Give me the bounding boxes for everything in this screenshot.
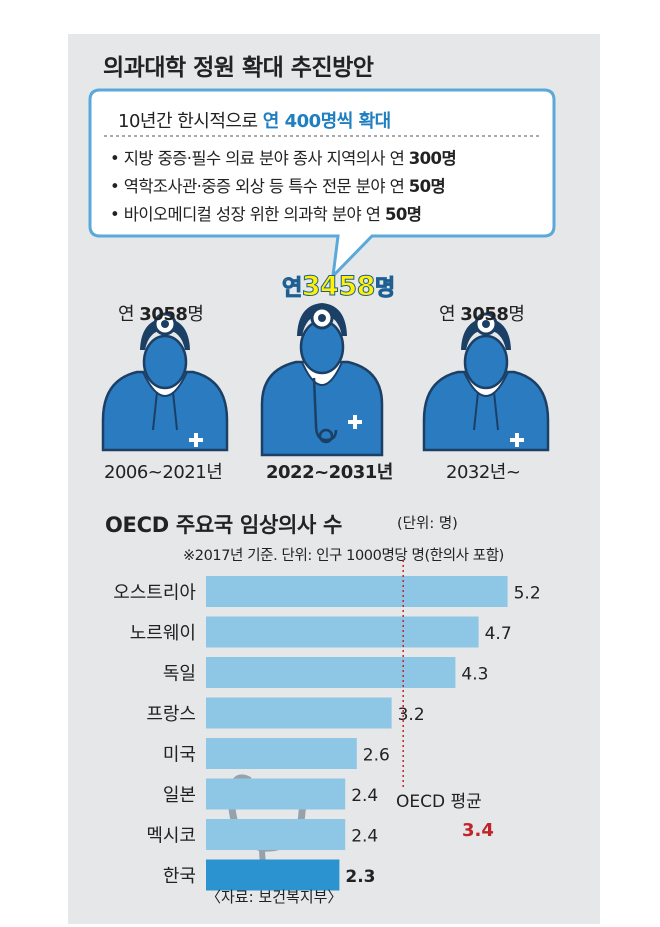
source-note: 〈자료: 보건복지부〉 — [206, 888, 343, 906]
doctor-icon — [260, 303, 384, 457]
chart-unit: (단위: 명) — [397, 516, 458, 532]
count-prefix: 연 — [118, 304, 140, 325]
doctor-icon — [422, 312, 550, 452]
count-prefix: 연 — [439, 304, 461, 325]
bar — [206, 738, 357, 769]
value-label: 3.2 — [398, 705, 425, 725]
period-count: 연 3058명 — [118, 300, 204, 326]
value-label: 2.4 — [351, 786, 378, 806]
chart-title: OECD 주요국 임상의사 수 — [105, 513, 343, 537]
category-label: 노르웨이 — [130, 623, 196, 644]
period-label: 2032년~ — [446, 462, 521, 483]
reference-label: OECD 평균 — [396, 792, 482, 812]
value-label: 5.2 — [514, 584, 541, 604]
value-label: 2.3 — [345, 867, 375, 887]
bullet-text: • 바이오메디컬 성장 위한 의과학 분야 연 — [110, 205, 385, 224]
plan-bullet: • 역학조사관·중증 외상 등 특수 전문 분야 연 50명 — [110, 173, 446, 197]
doctor-icon — [101, 312, 229, 452]
category-label: 미국 — [163, 745, 196, 766]
value-label: 4.7 — [485, 624, 512, 644]
count-value: 3458 — [301, 271, 376, 303]
bar — [206, 819, 346, 850]
page-title: 의과대학 정원 확대 추진방안 — [103, 55, 374, 81]
bar — [206, 576, 508, 607]
plan-bullet: • 지방 중증·필수 의료 분야 종사 지역의사 연 300명 — [110, 145, 457, 169]
category-label: 오스트리아 — [113, 583, 196, 604]
reference-value: 3.4 — [462, 820, 494, 841]
category-label: 독일 — [163, 664, 196, 685]
bar — [206, 616, 479, 648]
chart-note: ※2017년 기준. 단위: 인구 1000명당 명(한의사 포함) — [183, 548, 504, 564]
plan-bubble — [88, 88, 556, 281]
bar — [206, 697, 392, 729]
count-prefix: 연 — [282, 276, 303, 302]
bullet-text: • 지방 중증·필수 의료 분야 종사 지역의사 연 — [110, 149, 409, 168]
bullet-value: 50명 — [384, 205, 422, 224]
bar — [206, 657, 456, 688]
count-value: 3058 — [139, 304, 188, 325]
count-unit: 명 — [508, 304, 525, 325]
count-unit: 명 — [187, 304, 204, 325]
period-label: 2022~2031년 — [266, 462, 393, 483]
bullet-value: 50명 — [408, 177, 446, 196]
category-label: 프랑스 — [146, 704, 196, 725]
bar — [206, 778, 346, 810]
bullet-value: 300명 — [408, 149, 457, 168]
plan-bullet: • 바이오메디컬 성장 위한 의과학 분야 연 50명 — [110, 201, 422, 225]
value-label: 2.4 — [351, 827, 378, 847]
count-value: 3058 — [460, 304, 509, 325]
value-label: 4.3 — [461, 665, 488, 685]
plan-headline: 10년간 한시적으로 연 400명씩 확대 — [118, 107, 391, 133]
period-count: 연 3058명 — [439, 300, 525, 326]
category-label: 멕시코 — [146, 826, 196, 847]
period-label: 2006~2021년 — [104, 462, 223, 483]
period-count-highlight: 연3458명 — [282, 270, 396, 303]
doctor-figures — [101, 303, 550, 457]
category-label: 한국 — [163, 866, 196, 887]
headline-highlight: 연 400명씩 확대 — [262, 111, 391, 132]
count-unit: 명 — [374, 276, 395, 302]
bar — [206, 859, 340, 891]
bullet-text: • 역학조사관·중증 외상 등 특수 전문 분야 연 — [110, 177, 409, 196]
headline-prefix: 10년간 한시적으로 — [118, 111, 263, 132]
category-label: 일본 — [163, 785, 196, 806]
value-label: 2.6 — [363, 746, 390, 766]
